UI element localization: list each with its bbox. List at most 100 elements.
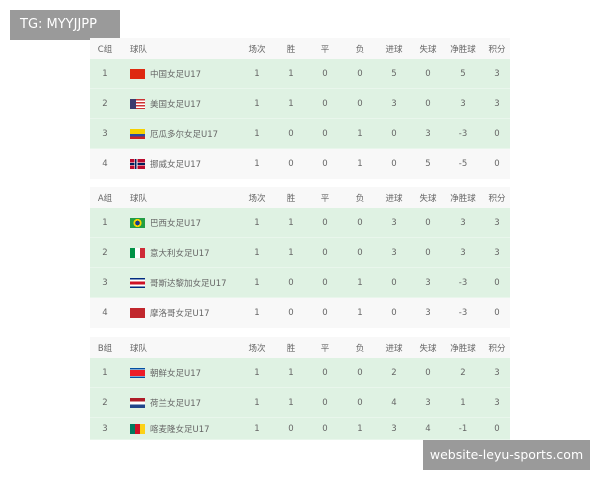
team-name: 中国女足U17 xyxy=(150,69,202,80)
stat-cell: 0 xyxy=(322,98,328,109)
stat-cell: 0 xyxy=(494,159,500,169)
stat-cell: 0 xyxy=(288,128,294,139)
column-header: 平 xyxy=(320,193,330,204)
stat-cell: 3 xyxy=(425,308,431,318)
table-row[interactable]: 4 挪威女足U17 1 0 0 1 0 5 -5 0 xyxy=(90,149,510,179)
stat-cell: 3 xyxy=(460,98,466,109)
team-name: 摩洛哥女足U17 xyxy=(150,309,210,319)
stat-cell: 4 xyxy=(425,423,431,434)
table-row[interactable]: 1 巴西女足U17 1 1 0 0 3 0 3 3 xyxy=(90,208,510,238)
stat-cell: 1 xyxy=(254,277,260,288)
team-name: 哥斯达黎加女足U17 xyxy=(150,278,227,289)
column-header: 失球 xyxy=(419,44,437,55)
stat-cell: -3 xyxy=(458,308,468,318)
table-row[interactable]: 2 荷兰女足U17 1 1 0 0 4 3 1 3 xyxy=(90,388,510,418)
table-row[interactable]: 3 喀麦隆女足U17 1 0 0 1 3 4 -1 0 xyxy=(90,418,510,440)
rank: 2 xyxy=(102,98,108,109)
team-name: 美国女足U17 xyxy=(150,99,202,110)
stat-cell: 0 xyxy=(322,397,328,408)
table-row[interactable]: 1 朝鲜女足U17 1 1 0 0 2 0 2 3 xyxy=(90,358,510,388)
rank: 1 xyxy=(102,367,108,378)
stat-cell: 1 xyxy=(254,308,260,318)
table-row[interactable]: 1 中国女足U17 1 1 0 0 5 0 5 3 xyxy=(90,59,510,89)
stat-cell: -5 xyxy=(458,159,468,169)
stat-cell: 1 xyxy=(254,68,260,79)
column-header: 球队 xyxy=(130,343,148,354)
column-header: 场次 xyxy=(248,343,266,354)
stat-cell: 0 xyxy=(322,423,328,434)
stat-cell: 1 xyxy=(288,217,294,228)
stat-cell: 1 xyxy=(288,98,294,109)
rank: 1 xyxy=(102,68,108,79)
column-header: 球队 xyxy=(130,193,148,204)
stat-cell: 0 xyxy=(322,247,328,258)
column-header: 净胜球 xyxy=(450,193,476,204)
stat-cell: 1 xyxy=(288,247,294,258)
stat-cell: 3 xyxy=(460,217,466,228)
stat-cell: 1 xyxy=(357,423,363,434)
table-row[interactable]: 2 美国女足U17 1 1 0 0 3 0 3 3 xyxy=(90,89,510,119)
column-header: 胜 xyxy=(286,44,296,55)
stat-cell: 1 xyxy=(460,397,466,408)
stat-cell: 0 xyxy=(357,98,363,109)
stat-cell: 0 xyxy=(288,277,294,288)
team-name: 朝鲜女足U17 xyxy=(150,368,202,379)
italy-flag-icon xyxy=(130,247,145,258)
column-header: 负 xyxy=(355,343,365,354)
watermark-bottom: website-leyu-sports.com xyxy=(423,440,590,470)
table-row[interactable]: 3 哥斯达黎加女足U17 1 0 0 1 0 3 -3 0 xyxy=(90,268,510,298)
stat-cell: 3 xyxy=(494,98,500,109)
stat-cell: 1 xyxy=(254,217,260,228)
column-header: 净胜球 xyxy=(450,44,476,55)
north-korea-flag-icon xyxy=(130,367,145,378)
stat-cell: 0 xyxy=(322,367,328,378)
group-name: C组 xyxy=(97,44,113,55)
stat-cell: 3 xyxy=(425,397,431,408)
stat-cell: 1 xyxy=(357,128,363,139)
stat-cell: 1 xyxy=(254,247,260,258)
stat-cell: 0 xyxy=(494,277,500,288)
rank: 2 xyxy=(102,397,108,408)
stat-cell: 0 xyxy=(391,308,397,318)
norway-flag-icon xyxy=(130,159,145,169)
column-header: 场次 xyxy=(248,193,266,204)
stat-cell: 0 xyxy=(322,217,328,228)
table-row[interactable]: 2 意大利女足U17 1 1 0 0 3 0 3 3 xyxy=(90,238,510,268)
stat-cell: 5 xyxy=(460,68,466,79)
stat-cell: 1 xyxy=(357,277,363,288)
table-row[interactable]: 4 摩洛哥女足U17 1 0 0 1 0 3 -3 0 xyxy=(90,298,510,328)
stat-cell: 3 xyxy=(391,217,397,228)
stat-cell: 0 xyxy=(288,159,294,169)
costa-rica-flag-icon xyxy=(130,277,145,288)
stat-cell: 2 xyxy=(460,367,466,378)
team-name: 挪威女足U17 xyxy=(150,160,202,170)
stat-cell: 4 xyxy=(391,397,397,408)
column-header: 胜 xyxy=(286,343,296,354)
stat-cell: 0 xyxy=(357,247,363,258)
stat-cell: 1 xyxy=(254,128,260,139)
stat-cell: 0 xyxy=(391,128,397,139)
stat-cell: -3 xyxy=(458,277,468,288)
stat-cell: 0 xyxy=(494,128,500,139)
column-header: 进球 xyxy=(385,44,403,55)
team-name: 荷兰女足U17 xyxy=(150,398,202,409)
team-name: 厄瓜多尔女足U17 xyxy=(150,129,219,140)
column-header: 积分 xyxy=(488,343,506,354)
group-table: C组 球队 场次 胜 平 负 进球 失球 净胜球 积分 1 中国女足U17 1 1 0 0 5 0 5 3 2 美国女足U… xyxy=(90,38,510,179)
stat-cell: 0 xyxy=(357,397,363,408)
stat-cell: 0 xyxy=(322,68,328,79)
ecuador-flag-icon xyxy=(130,128,145,139)
column-header: 球队 xyxy=(130,44,148,55)
watermark-top: TG: MYYJJPP xyxy=(10,10,120,40)
stat-cell: 2 xyxy=(391,367,397,378)
stat-cell: 1 xyxy=(254,423,260,434)
stat-cell: 0 xyxy=(391,159,397,169)
stat-cell: 1 xyxy=(288,397,294,408)
stat-cell: 1 xyxy=(357,159,363,169)
stat-cell: 0 xyxy=(322,308,328,318)
netherlands-flag-icon xyxy=(130,397,145,408)
table-row[interactable]: 3 厄瓜多尔女足U17 1 0 0 1 0 3 -3 0 xyxy=(90,119,510,149)
stat-cell: 3 xyxy=(494,217,500,228)
stat-cell: 0 xyxy=(425,367,431,378)
stat-cell: 3 xyxy=(391,247,397,258)
